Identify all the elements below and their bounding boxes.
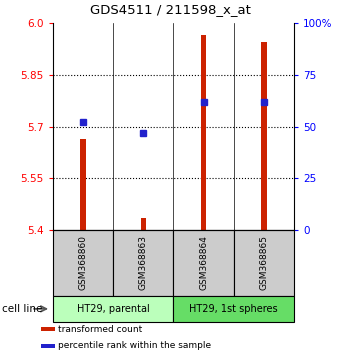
Text: GSM368865: GSM368865 — [259, 235, 268, 290]
Bar — [41, 344, 55, 348]
Bar — [80, 139, 86, 230]
Bar — [53, 296, 173, 322]
Bar — [261, 42, 267, 230]
Text: HT29, 1st spheres: HT29, 1st spheres — [189, 304, 278, 314]
Bar — [173, 230, 234, 296]
Text: transformed count: transformed count — [58, 325, 142, 334]
Text: cell line: cell line — [2, 304, 42, 314]
Bar — [140, 218, 146, 230]
Bar — [53, 230, 113, 296]
Text: GSM368864: GSM368864 — [199, 235, 208, 290]
Bar — [41, 327, 55, 331]
Text: GSM368860: GSM368860 — [79, 235, 87, 290]
Bar — [234, 230, 294, 296]
Bar — [173, 296, 294, 322]
Bar — [113, 230, 173, 296]
Text: HT29, parental: HT29, parental — [77, 304, 149, 314]
Bar — [201, 35, 206, 230]
Text: GDS4511 / 211598_x_at: GDS4511 / 211598_x_at — [89, 3, 251, 16]
Text: percentile rank within the sample: percentile rank within the sample — [58, 341, 211, 350]
Text: GSM368863: GSM368863 — [139, 235, 148, 290]
